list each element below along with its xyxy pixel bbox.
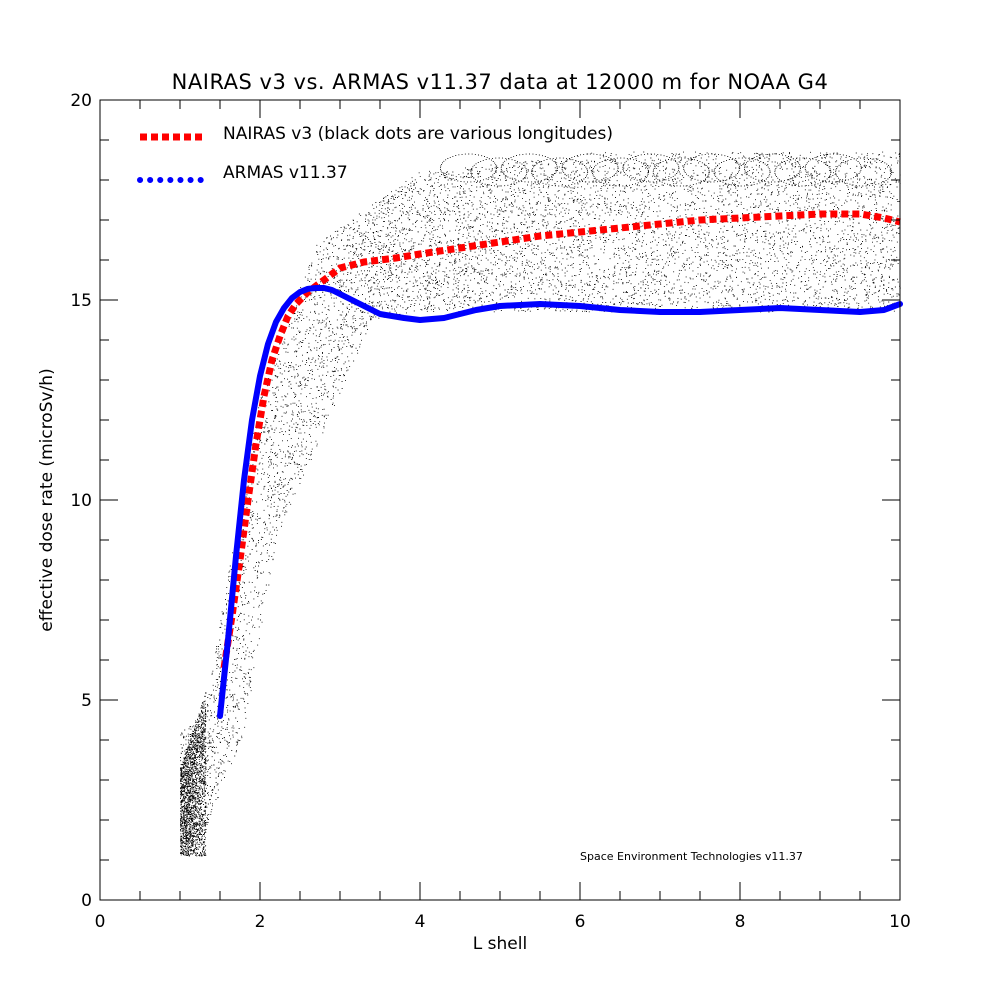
armas-line (217, 285, 903, 719)
credit-text: Space Environment Technologies v11.37 (580, 850, 803, 863)
chart-title: NAIRAS v3 vs. ARMAS v11.37 data at 12000… (172, 70, 829, 94)
x-tick-label: 2 (255, 912, 266, 932)
y-tick-label: 10 (70, 491, 92, 511)
longitude-dots (180, 151, 901, 857)
legend: NAIRAS v3 (black dots are various longit… (137, 124, 613, 183)
tick-labels: 0 2 4 6 8 10 0 5 10 15 20 (70, 91, 910, 932)
x-axis-title: L shell (473, 934, 527, 954)
x-tick-label: 0 (95, 912, 106, 932)
y-tick-label: 15 (70, 291, 92, 311)
y-tick-label: 0 (81, 891, 92, 911)
series-lines (217, 210, 903, 719)
x-tick-label: 6 (575, 912, 586, 932)
y-tick-label: 20 (70, 91, 92, 111)
y-axis-title: effective dose rate (microSv/h) (37, 368, 57, 631)
axis-ticks (99, 99, 901, 901)
x-tick-label: 4 (415, 912, 426, 932)
legend-label-nairas: NAIRAS v3 (black dots are various longit… (223, 124, 613, 144)
x-tick-label: 10 (889, 912, 911, 932)
y-tick-label: 5 (81, 691, 92, 711)
longitude-dot-cloud (180, 151, 901, 857)
nairas-line (220, 210, 901, 669)
legend-label-armas: ARMAS v11.37 (223, 163, 348, 183)
x-tick-label: 8 (735, 912, 746, 932)
